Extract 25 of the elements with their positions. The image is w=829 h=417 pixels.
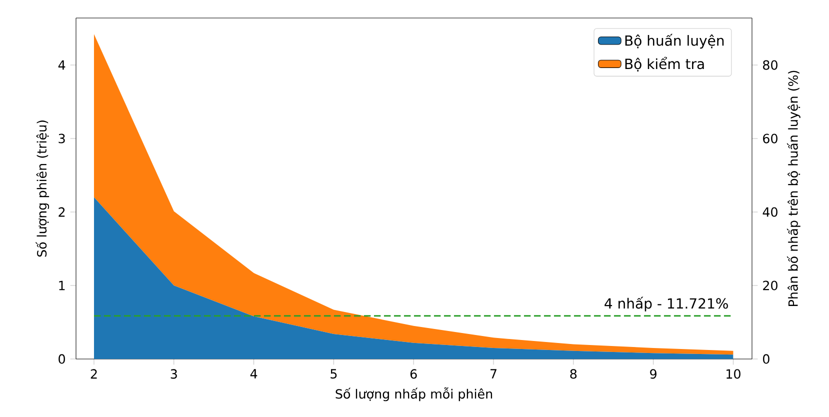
y-tick-label: 2 [58, 207, 65, 217]
y-tick-label: 1 [59, 280, 65, 290]
y2-tick-label: 60 [763, 134, 778, 144]
x-tick-label: 9 [650, 369, 656, 379]
y-tick-label: 0 [58, 354, 65, 364]
x-tick-label: 10 [726, 369, 740, 379]
legend-label: Bộ huấn luyện [625, 34, 724, 49]
y2-tick-label: 40 [762, 207, 778, 217]
y2-tick-label: 20 [763, 280, 778, 290]
y-tick-label: 4 [58, 60, 66, 70]
x-tick-label: 2 [90, 369, 97, 379]
y2-axis-title: Phân bố nhấp trên bộ huấn luyện (%) [786, 70, 800, 306]
y-tick-label: 3 [58, 134, 65, 144]
x-tick-label: 6 [410, 369, 417, 379]
legend-label: Bộ kiểm tra [625, 56, 704, 72]
x-tick-label: 3 [170, 369, 177, 379]
x-tick-label: 7 [490, 369, 496, 378]
x-tick-label: 4 [250, 369, 258, 378]
x-tick-label: 5 [330, 369, 337, 379]
y2-tick-label: 0 [763, 354, 770, 364]
y2-tick-label: 80 [763, 60, 778, 70]
ref-line-label: 4 nhấp - 11.721% [604, 296, 728, 312]
y-axis-title: Số lượng phiên (triệu) [36, 120, 50, 257]
x-axis-title: Số lượng nhấp mỗi phiên [336, 387, 492, 402]
x-tick-label: 8 [570, 369, 577, 379]
